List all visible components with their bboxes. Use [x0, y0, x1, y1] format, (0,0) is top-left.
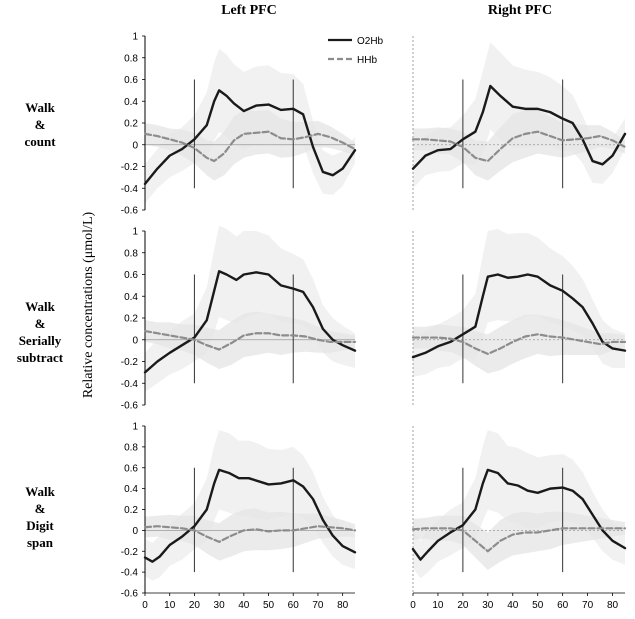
- series-line-hhb: [143, 525, 357, 543]
- x-tick-label: 50: [532, 600, 544, 611]
- y-tick-label: 0: [132, 335, 138, 346]
- x-tick-label: 80: [607, 600, 619, 611]
- y-axis-label: Relative concentrations (μmol/L): [81, 212, 96, 399]
- y-tick-label: 0.2: [124, 505, 138, 516]
- row-label-line: span: [27, 535, 54, 550]
- row-label-line: Digit: [26, 518, 54, 533]
- row-label-line: count: [24, 134, 56, 149]
- x-tick-label: 50: [263, 600, 275, 611]
- y-tick-label: 0.4: [124, 292, 138, 303]
- row-label-line: &: [35, 117, 46, 132]
- y-tick-label: 0: [132, 526, 138, 537]
- y-tick-label: 0.8: [124, 442, 138, 453]
- x-tick-label: 60: [288, 600, 300, 611]
- y-tick-label: 0.6: [124, 463, 138, 474]
- panel: -0.6 -0.4 -0.2 0 0.2 0.4 0.6 0.8 1: [121, 32, 357, 217]
- legend: O2Hb HHb: [328, 36, 384, 66]
- x-tick-label: 40: [238, 600, 250, 611]
- sd-band-hhb: [413, 109, 625, 181]
- x-tick-label: 0: [142, 600, 148, 611]
- y-tick-label: 0.8: [124, 248, 138, 259]
- row-label-line: Walk: [25, 484, 55, 499]
- panel: 0 10 20 30 40 50 60 70 80: [410, 426, 627, 611]
- legend-label-o2hb: O2Hb: [357, 36, 384, 47]
- x-tick-label: 10: [432, 600, 444, 611]
- series-line-hhb: [411, 130, 627, 163]
- y-tick-label: 1: [132, 422, 138, 433]
- y-tick-label: -0.4: [121, 379, 139, 390]
- x-tick-label: 30: [214, 600, 226, 611]
- series-line-o2hb: [143, 89, 357, 186]
- series-line-hhb: [143, 130, 357, 163]
- y-tick-label: 0.4: [124, 97, 138, 108]
- y-tick-label: 1: [132, 227, 138, 238]
- y-tick-label: -0.4: [121, 568, 139, 579]
- y-tick-label: -0.2: [121, 357, 139, 368]
- row-label-line: &: [35, 501, 46, 516]
- y-tick-label: -0.6: [121, 206, 139, 217]
- sd-band-hhb: [413, 511, 625, 571]
- row-label-line: &: [35, 316, 46, 331]
- column-title-right: Right PFC: [488, 3, 552, 18]
- x-tick-label: 40: [507, 600, 519, 611]
- row-label-line: Walk: [25, 100, 55, 115]
- x-tick-label: 70: [582, 600, 594, 611]
- y-tick-label: -0.4: [121, 184, 139, 195]
- sd-band-o2hb: [145, 430, 355, 581]
- y-tick-label: 0.2: [124, 314, 138, 325]
- x-tick-label: 20: [457, 600, 469, 611]
- panel: [411, 36, 627, 210]
- series-line-o2hb: [143, 468, 357, 563]
- y-tick-label: 1: [132, 32, 138, 43]
- x-tick-label: 30: [482, 600, 494, 611]
- y-tick-label: -0.6: [121, 589, 139, 600]
- panels: -0.6-0.4-0.200.20.40.60.81-0.6-0.4-0.200…: [121, 32, 627, 611]
- x-tick-label: 10: [164, 600, 176, 611]
- row-label-line: Serially: [19, 333, 62, 348]
- x-tick-label: 60: [557, 600, 569, 611]
- series-line-o2hb: [411, 84, 627, 170]
- x-tick-label: 0: [410, 600, 416, 611]
- series-line-hhb: [411, 527, 627, 553]
- row-label-line: Walk: [25, 299, 55, 314]
- row-label-2: Walk & Serially subtract: [17, 299, 64, 365]
- legend-label-hhb: HHb: [357, 55, 377, 66]
- y-tick-label: 0.6: [124, 270, 138, 281]
- y-tick-label: -0.6: [121, 401, 139, 412]
- x-tick-label: 80: [337, 600, 349, 611]
- sd-band-o2hb: [413, 430, 625, 579]
- row-label-1: Walk & count: [24, 100, 56, 149]
- panel: -0.6-0.4-0.200.20.40.60.810 10 20 30 40 50 60 7…: [121, 422, 357, 611]
- x-tick-label: 20: [189, 600, 201, 611]
- sd-band-hhb: [413, 314, 625, 374]
- sd-band-hhb: [145, 109, 355, 181]
- y-tick-label: 0.6: [124, 75, 138, 86]
- row-label-line: subtract: [17, 350, 64, 365]
- column-title-left: Left PFC: [221, 3, 277, 18]
- y-tick-label: -0.2: [121, 162, 139, 173]
- series-line-o2hb: [411, 468, 627, 561]
- panel: [411, 228, 627, 405]
- x-tick-label: 70: [312, 600, 324, 611]
- series-line-hhb: [411, 333, 627, 355]
- sd-band-o2hb: [145, 225, 355, 392]
- y-tick-label: 0.2: [124, 119, 138, 130]
- y-tick-label: -0.2: [121, 547, 139, 558]
- row-label-3: Walk & Digit span: [25, 484, 55, 550]
- y-tick-label: 0: [132, 140, 138, 151]
- series-line-hhb: [143, 329, 357, 351]
- sd-band-hhb: [145, 311, 355, 370]
- y-tick-label: 0.4: [124, 484, 138, 495]
- y-tick-label: 0.8: [124, 53, 138, 64]
- series-line-o2hb: [143, 270, 357, 374]
- panel: -0.6 -0.4 -0.2 0 0.2 0.4 0.6 0.8 1: [121, 225, 357, 412]
